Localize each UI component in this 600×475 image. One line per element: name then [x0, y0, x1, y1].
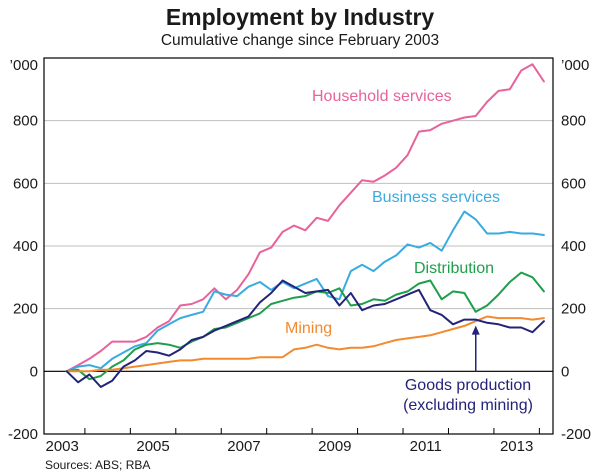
- series-line-distribution: [65, 271, 545, 381]
- y-tick-label-left: 0: [30, 363, 38, 380]
- series-label-distribution: Distribution: [414, 260, 494, 277]
- y-tick-label-left: 600: [13, 175, 38, 192]
- x-tick-label: 2013: [500, 438, 533, 455]
- x-tick-label: 2007: [227, 438, 260, 455]
- y-tick-label-right: 400: [561, 238, 586, 255]
- series-label-business-services: Business services: [372, 189, 500, 206]
- series-line-mining: [65, 315, 545, 373]
- y-tick-label-right: 600: [561, 175, 586, 192]
- x-tick-label: 2009: [318, 438, 351, 455]
- plot-frame: [43, 57, 554, 435]
- series-line-goods-production-excluding-mining: [65, 279, 545, 388]
- y-tick-label-left: 200: [13, 301, 38, 318]
- y-unit-label-right: ’000: [561, 57, 589, 74]
- series-label-goods-production-excluding-mining: (excluding mining): [403, 397, 533, 414]
- x-tick-label: 2011: [410, 438, 442, 455]
- y-tick-label-right: -200: [561, 426, 591, 443]
- annotation-arrowhead: [471, 325, 480, 335]
- series-line-business-services: [65, 210, 545, 373]
- series-label-goods-production-excluding-mining: Goods production: [405, 377, 531, 394]
- x-tick-label: 2003: [45, 438, 78, 455]
- chart-title: Employment by Industry: [165, 4, 435, 30]
- y-unit-label-left: ’000: [10, 57, 38, 74]
- y-tick-label-left: -200: [8, 426, 38, 443]
- source-note: Sources: ABS; RBA: [45, 458, 151, 472]
- y-tick-label-right: 800: [561, 113, 586, 130]
- y-tick-label-right: 0: [561, 363, 569, 380]
- series-label-household-services: Household services: [312, 88, 452, 105]
- chart-subtitle: Cumulative change since February 2003: [160, 32, 440, 49]
- y-tick-label-left: 800: [13, 113, 38, 130]
- x-tick-label: 2005: [136, 438, 169, 455]
- series-label-mining: Mining: [285, 320, 332, 337]
- y-tick-label-left: 400: [13, 238, 38, 255]
- series-line-household-services: [65, 63, 545, 373]
- y-tick-label-right: 200: [561, 301, 586, 318]
